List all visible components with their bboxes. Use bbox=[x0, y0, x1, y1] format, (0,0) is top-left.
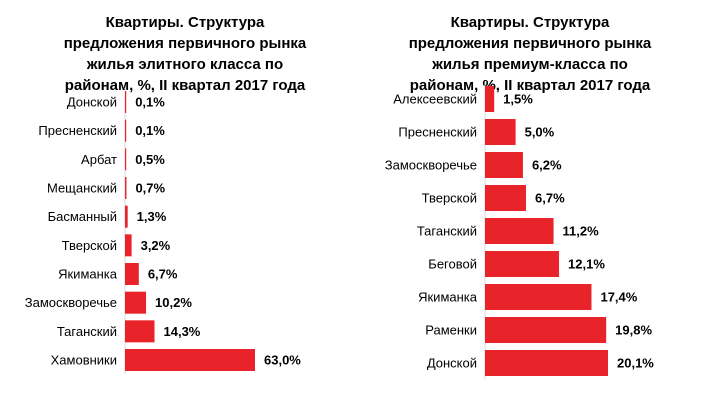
chart-0-bar bbox=[125, 177, 127, 199]
chart-0-data-label: 63,0% bbox=[264, 353, 301, 368]
chart-1-category-label: Якиманка bbox=[418, 290, 478, 305]
chart-0-category-label: Арбат bbox=[81, 152, 117, 167]
chart-0-data-label: 6,7% bbox=[148, 267, 178, 282]
chart-0-category-label: Донской bbox=[67, 95, 117, 110]
chart-1-bar bbox=[485, 284, 592, 310]
elite-chart-title: Квартиры. Структура предложения первично… bbox=[63, 14, 307, 94]
chart-0-bar bbox=[125, 91, 127, 113]
chart-1-category-label: Донской bbox=[427, 356, 477, 371]
chart-0-bar bbox=[125, 263, 139, 285]
chart-1-data-label: 11,2% bbox=[563, 224, 600, 239]
chart-0-data-label: 0,1% bbox=[135, 123, 165, 138]
chart-0-bar bbox=[125, 119, 127, 142]
chart-1-data-label: 6,2% bbox=[532, 158, 562, 173]
chart-0-data-label: 0,7% bbox=[135, 181, 165, 196]
chart-1-data-label: 12,1% bbox=[568, 257, 605, 272]
chart-1-bar bbox=[485, 350, 608, 376]
chart-0-category-label: Замоскворечье bbox=[25, 295, 117, 310]
chart-1-bar bbox=[485, 152, 523, 178]
chart-1-category-label: Тверской bbox=[422, 191, 477, 206]
chart-0-category-label: Таганский bbox=[57, 324, 117, 339]
chart-0-data-label: 3,2% bbox=[141, 238, 171, 253]
chart-0-bar bbox=[125, 234, 132, 257]
chart-1-bar bbox=[485, 119, 516, 145]
chart-0-bar bbox=[125, 291, 147, 314]
chart-0-bar bbox=[125, 205, 128, 228]
chart-1-data-label: 19,8% bbox=[615, 323, 652, 338]
chart-0-data-label: 10,2% bbox=[155, 295, 192, 310]
chart-1-data-label: 5,0% bbox=[525, 125, 555, 140]
chart-0-bar bbox=[125, 349, 255, 371]
chart-1-data-label: 6,7% bbox=[535, 191, 565, 206]
chart-1-data-label: 20,1% bbox=[617, 356, 654, 371]
chart-0-bar bbox=[125, 148, 127, 171]
chart-0-category-label: Мещанский bbox=[47, 181, 117, 196]
chart-1-data-label: 17,4% bbox=[600, 290, 637, 305]
chart-1-category-label: Замоскворечье bbox=[385, 158, 477, 173]
chart-0-category-label: Басманный bbox=[48, 209, 117, 224]
chart-0-data-label: 14,3% bbox=[164, 324, 201, 339]
chart-1-category-label: Раменки bbox=[425, 323, 477, 338]
chart-0-category-label: Тверской bbox=[62, 238, 117, 253]
elite-chart: Донской 0,1% Пресненский 0,1% Арбат 0,5% Мещан… bbox=[25, 87, 301, 375]
chart-1-bar bbox=[485, 251, 560, 277]
chart-1-category-label: Таганский bbox=[417, 224, 477, 239]
chart-1-bar bbox=[485, 218, 554, 244]
premium-chart-title: Квартиры. Структура предложения первично… bbox=[408, 14, 652, 94]
chart-0-data-label: 0,5% bbox=[135, 152, 165, 167]
chart-1-category-label: Беговой bbox=[428, 257, 477, 272]
chart-0-bar bbox=[125, 320, 155, 343]
chart-0-category-label: Пресненский bbox=[38, 123, 117, 138]
chart-0-category-label: Якиманка bbox=[58, 267, 118, 282]
chart-0-data-label: 0,1% bbox=[135, 95, 165, 110]
chart-1-bar bbox=[485, 317, 607, 343]
chart-1-category-label: Пресненский bbox=[398, 125, 477, 140]
chart-0-data-label: 1,3% bbox=[137, 209, 167, 224]
chart-1-bar bbox=[485, 185, 526, 211]
chart-0-category-label: Хамовники bbox=[51, 353, 117, 368]
